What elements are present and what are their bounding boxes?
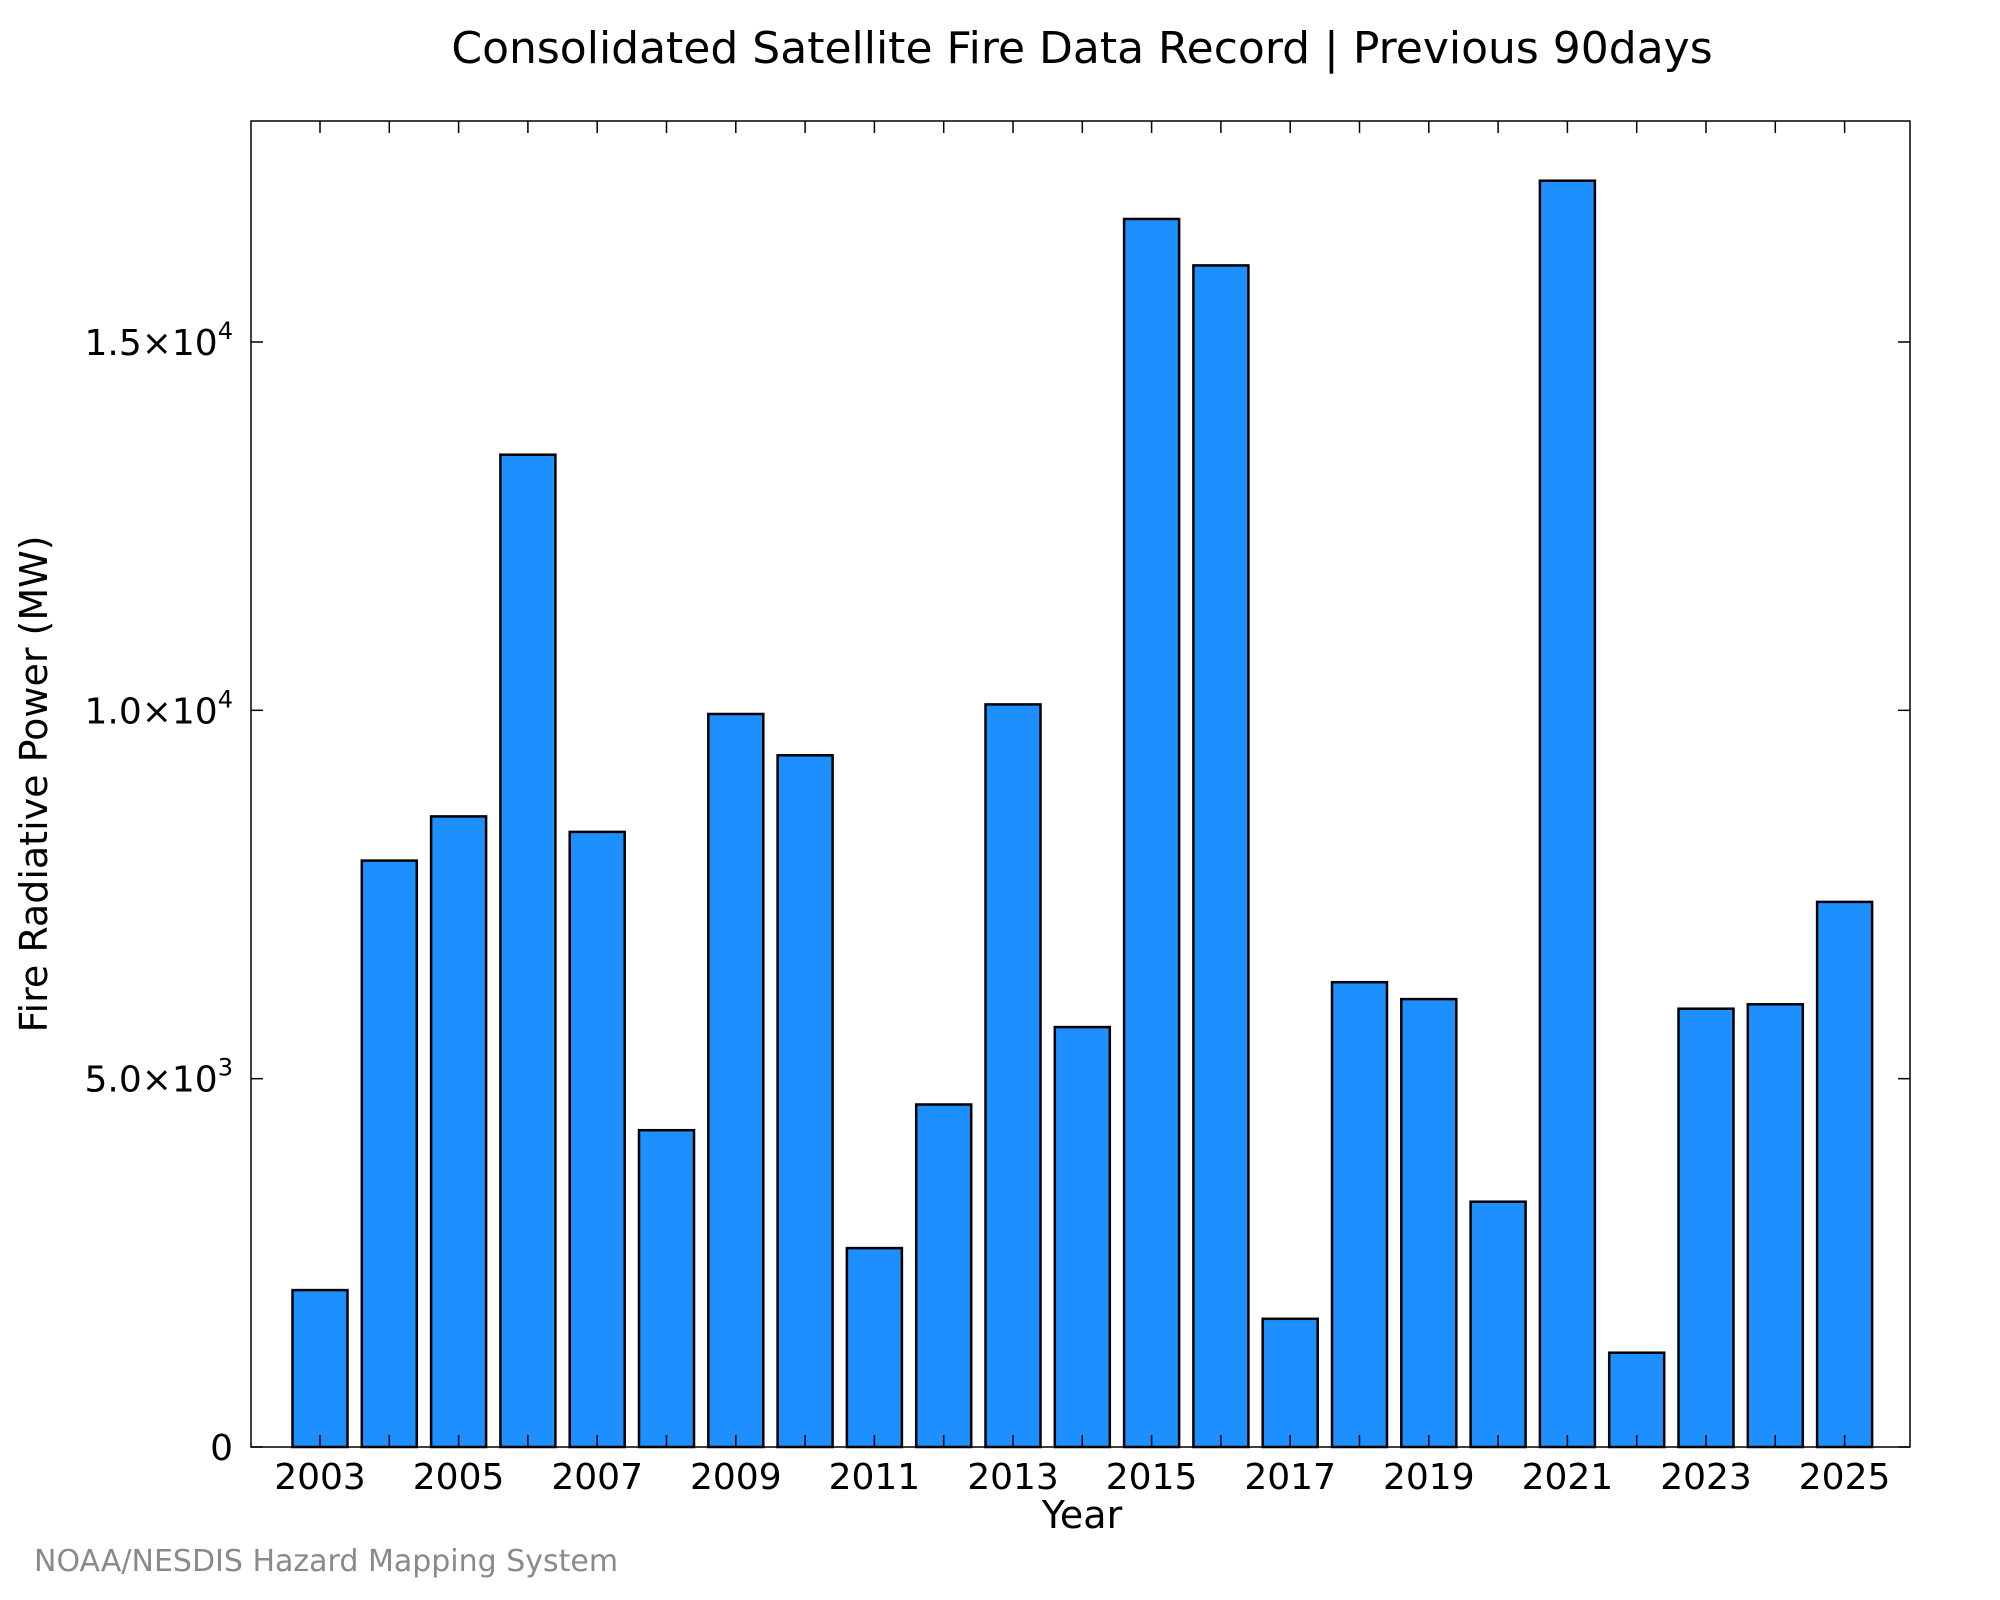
bar-2009 <box>707 712 765 1449</box>
bar-2003 <box>291 1288 349 1449</box>
bar-2023 <box>1677 1007 1735 1449</box>
bar-2006 <box>499 453 557 1449</box>
bar-2019 <box>1400 997 1458 1449</box>
y-tick-label-10000: 1.0×104 <box>84 685 233 732</box>
y-tick-label-0: 0 <box>210 1428 233 1469</box>
bar-2017 <box>1261 1317 1319 1449</box>
bar-2007 <box>568 830 626 1449</box>
y-tick-label-5000: 5.0×103 <box>84 1054 233 1101</box>
y-tick-label-15000: 1.5×104 <box>84 317 233 364</box>
bar-2025 <box>1815 900 1874 1449</box>
x-tick-label-2023: 2023 <box>1660 1457 1752 1498</box>
bar-2020 <box>1469 1200 1527 1449</box>
x-tick-label-2013: 2013 <box>967 1457 1059 1498</box>
bars-group <box>291 179 1874 1449</box>
x-tick-label-2011: 2011 <box>829 1457 921 1498</box>
x-tick-label-2009: 2009 <box>690 1457 782 1498</box>
bar-2015 <box>1122 217 1181 1449</box>
plot-area-frame <box>250 120 1911 1448</box>
y-axis-label: Fire Radiative Power (MW) <box>12 535 56 1032</box>
x-tick-label-2003: 2003 <box>274 1457 366 1498</box>
bar-2012 <box>914 1103 973 1449</box>
bar-2022 <box>1607 1351 1666 1449</box>
bar-2010 <box>776 754 834 1449</box>
bar-2021 <box>1538 179 1597 1449</box>
bar-2018 <box>1330 980 1389 1449</box>
bar-2004 <box>360 859 419 1449</box>
bar-2005 <box>429 815 488 1449</box>
x-tick-label-2007: 2007 <box>551 1457 643 1498</box>
bar-2024 <box>1746 1003 1805 1449</box>
x-tick-label-2021: 2021 <box>1522 1457 1614 1498</box>
ticks-group: 2003 2005 2007 2009 2011 2013 2015 2017 2019 2021… <box>84 121 1910 1498</box>
x-tick-label-2015: 2015 <box>1106 1457 1198 1498</box>
x-tick-label-2025: 2025 <box>1799 1457 1891 1498</box>
bar-2011 <box>845 1246 904 1449</box>
x-tick-label-2019: 2019 <box>1383 1457 1475 1498</box>
x-tick-label-2017: 2017 <box>1244 1457 1336 1498</box>
chart-title: Consolidated Satellite Fire Data Record … <box>451 23 1712 74</box>
bar-2014 <box>1053 1025 1112 1449</box>
bar-2008 <box>637 1128 696 1449</box>
bar-2013 <box>984 703 1042 1449</box>
credit-text: NOAA/NESDIS Hazard Mapping System <box>34 1544 618 1579</box>
bar-2016 <box>1192 264 1250 1449</box>
x-tick-label-2005: 2005 <box>413 1457 505 1498</box>
x-axis-label: Year <box>1041 1493 1123 1537</box>
